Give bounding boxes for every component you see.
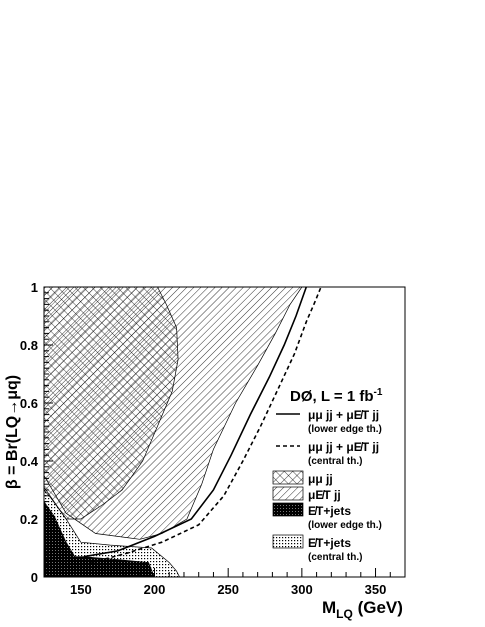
y-tick-label: 0.6	[20, 396, 38, 411]
legend-label: μμ jj + μE̸T jj	[308, 440, 379, 454]
x-axis-label-unit: (GeV)	[353, 598, 403, 617]
line-combined_lower	[83, 287, 308, 558]
legend-entry-mumu: μμ jj	[272, 470, 333, 486]
experiment-label-sup: -1	[374, 387, 383, 398]
y-tick-label: 0.2	[20, 512, 38, 527]
legend: μμ jj + μE̸T jj(lower edge th.)μμ jj + μ…	[272, 408, 382, 563]
x-tick-label: 300	[291, 582, 313, 597]
legend-symbol-met_central	[272, 534, 304, 549]
y-tick-label: 0.4	[20, 454, 39, 469]
legend-symbol-met_lower	[272, 502, 304, 517]
limit-lines	[83, 287, 322, 564]
line-combined_central	[91, 287, 322, 564]
legend-symbol-mumu	[272, 470, 304, 485]
legend-sublabel: (central th.)	[308, 552, 362, 563]
legend-entry-combined_central: μμ jj + μE̸T jj (central th.)	[276, 440, 379, 467]
y-tick-label: 0.8	[20, 338, 38, 353]
y-axis-label: β = Br(LQ→μq)	[4, 375, 21, 489]
svg-text:DØ, L = 1 fb-1: DØ, L = 1 fb-1	[290, 387, 383, 405]
legend-label: μμ jj	[308, 472, 333, 486]
axes: 150 200 250 300 350 0 0.2 0.4 0.6 0.8 1	[20, 280, 406, 597]
x-tick-label: 150	[70, 582, 92, 597]
legend-sublabel: (central th.)	[308, 456, 362, 467]
legend-symbol-munu	[272, 486, 304, 501]
legend-label: μE̸T jj	[308, 488, 341, 502]
experiment-label-text: DØ, L = 1 fb	[290, 388, 374, 405]
legend-entry-met_central: E̸T+jets (central th.)	[272, 534, 362, 563]
area-mumu	[44, 287, 179, 520]
x-tick-label: 250	[217, 582, 239, 597]
x-axis-label-main: M	[322, 598, 336, 617]
exclusion-areas	[44, 287, 303, 577]
legend-entry-combined_lower: μμ jj + μE̸T jj (lower edge th.)	[276, 408, 382, 435]
legend-label: μμ jj + μE̸T jj	[308, 408, 379, 422]
area-met_lower	[44, 501, 155, 577]
area-met_central	[44, 486, 180, 577]
experiment-label: DØ, L = 1 fb-1	[290, 387, 383, 405]
x-tick-label: 350	[365, 582, 387, 597]
x-axis-label: MLQ (GeV)	[322, 598, 403, 621]
legend-sublabel: (lower edge th.)	[308, 424, 382, 435]
legend-sublabel: (lower edge th.)	[308, 520, 382, 531]
y-tick-label: 1	[31, 280, 38, 295]
legend-label: E̸T+jets	[308, 536, 351, 550]
x-tick-label: 200	[144, 582, 166, 597]
legend-entry-met_lower: E̸T+jets (lower edge th.)	[272, 502, 382, 531]
x-axis-label-sub: LQ	[336, 607, 353, 621]
legend-label: E̸T+jets	[308, 504, 351, 518]
y-tick-label: 0	[31, 570, 38, 585]
legend-entry-munu: μE̸T jj	[272, 486, 341, 502]
